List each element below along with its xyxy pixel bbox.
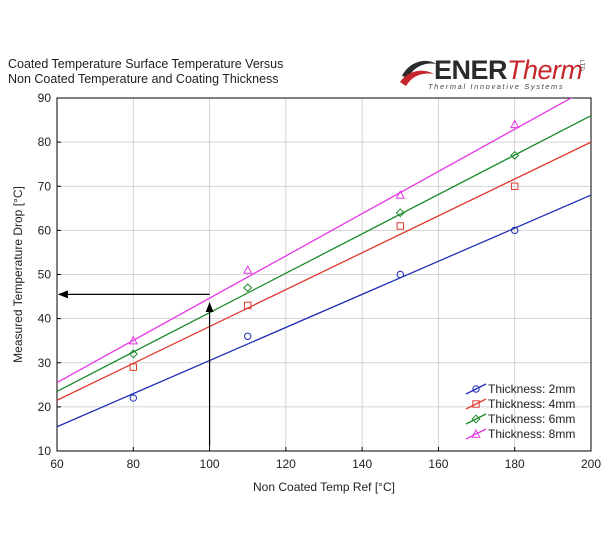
logo-ener: ENER — [434, 55, 508, 85]
y-tick-label: 10 — [38, 444, 52, 458]
fit-line-6mm — [57, 115, 591, 393]
x-tick-label: 180 — [505, 457, 525, 471]
data-point-8mm — [128, 335, 138, 345]
x-tick-label: 80 — [127, 457, 141, 471]
fit-lines — [57, 98, 591, 428]
data-point-6mm — [395, 208, 405, 218]
legend-line-2mm — [465, 383, 487, 395]
legend-line-8mm — [465, 428, 487, 440]
legend-marker-2mm — [472, 385, 480, 393]
data-point-4mm — [396, 222, 404, 230]
y-axis-label: Measured Temperature Drop [°C] — [11, 186, 25, 363]
legend-marker-4mm — [472, 400, 480, 408]
logo-swoosh-icon — [400, 60, 436, 86]
x-tick-label: 160 — [428, 457, 448, 471]
data-point-6mm — [128, 349, 138, 359]
legend-label-8mm: Thickness: 8mm — [488, 427, 575, 441]
axis-ticks: 60 80 100 120 140 160 180 200 10 20 30 40 50 60 70 80 90 — [38, 91, 602, 471]
logo-therm: Therm — [507, 55, 583, 85]
legend-marker-6mm — [471, 414, 481, 424]
legend-line-6mm — [465, 413, 487, 425]
x-tick-label: 60 — [50, 457, 64, 471]
y-tick-label: 80 — [38, 135, 52, 149]
y-tick-label: 30 — [38, 356, 52, 370]
legend-label-2mm: Thickness: 2mm — [488, 382, 575, 396]
data-point-2mm — [244, 332, 252, 340]
data-point-2mm — [511, 226, 519, 235]
annotation-arrows — [57, 290, 214, 447]
y-tick-label: 20 — [38, 400, 52, 414]
title-line-2: Non Coated Temperature and Coating Thick… — [8, 72, 279, 86]
legend-label-4mm: Thickness: 4mm — [488, 397, 575, 411]
x-tick-label: 100 — [200, 457, 220, 471]
enertherm-logo: ENERTherm Thermal Innovative Systems LTD — [398, 56, 592, 96]
chart-title: Coated Temperature Surface Temperature V… — [8, 57, 283, 87]
legend-label-6mm: Thickness: 6mm — [488, 412, 575, 426]
data-point-4mm — [129, 363, 137, 371]
fit-line-2mm — [57, 194, 591, 428]
data-point-8mm — [395, 190, 405, 199]
data-point-4mm — [244, 301, 252, 310]
y-tick-label: 60 — [38, 223, 52, 237]
fit-line-8mm — [57, 98, 573, 384]
x-axis-label: Non Coated Temp Ref [°C] — [253, 480, 395, 494]
legend-marker-8mm — [471, 428, 481, 438]
title-line-1: Coated Temperature Surface Temperature V… — [8, 57, 284, 71]
data-point-8mm — [243, 265, 253, 274]
x-tick-label: 120 — [276, 457, 296, 471]
logo-wordmark: ENERTherm — [434, 56, 583, 84]
fit-line-4mm — [57, 141, 591, 401]
y-tick-label: 40 — [38, 312, 52, 326]
data-point-4mm — [511, 182, 519, 190]
x-tick-label: 200 — [581, 457, 601, 471]
legend-line-4mm — [465, 398, 487, 410]
data-markers — [128, 119, 520, 402]
y-tick-label: 50 — [38, 268, 52, 282]
data-point-8mm — [510, 119, 520, 129]
data-point-6mm — [510, 150, 520, 160]
y-tick-label: 90 — [38, 91, 52, 105]
x-tick-label: 140 — [352, 457, 372, 471]
data-point-6mm — [243, 283, 253, 293]
logo-tagline: Thermal Innovative Systems — [428, 82, 565, 91]
data-point-2mm — [396, 270, 404, 279]
y-tick-label: 70 — [38, 179, 52, 193]
data-point-2mm — [129, 394, 137, 402]
